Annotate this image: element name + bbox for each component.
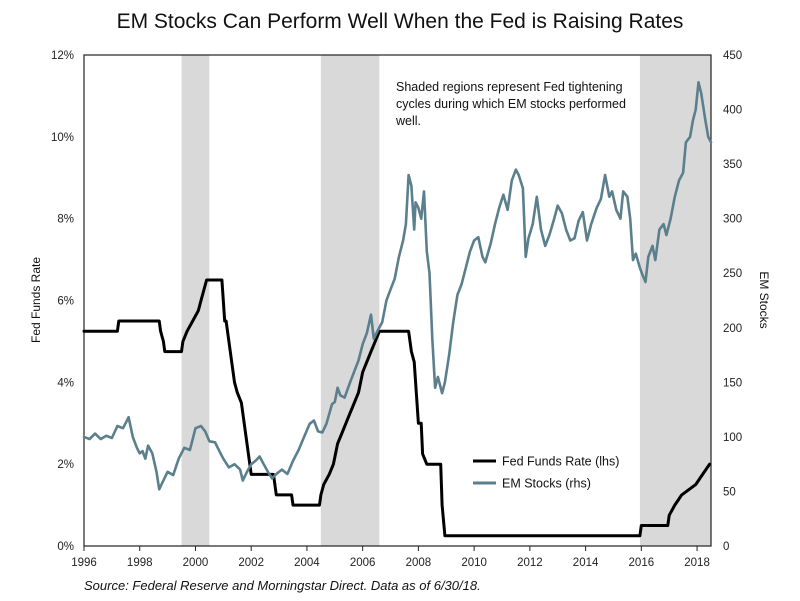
plot-frame [83, 54, 712, 547]
right-tick-label-300: 300 [723, 214, 742, 226]
left-tick-label-4: 4% [57, 377, 74, 389]
right-tick-label-350: 350 [723, 159, 742, 171]
series-lines [82, 81, 713, 538]
right-tick-label-0: 0 [723, 541, 729, 553]
x-tick-label-2002: 2002 [238, 557, 264, 569]
legend-label-1: Fed Funds Rate (lhs) [502, 455, 619, 469]
chart-title: EM Stocks Can Perform Well When the Fed … [117, 10, 684, 33]
left-tick-label-10: 10% [51, 132, 74, 144]
x-tick-label-2000: 2000 [183, 557, 209, 569]
x-axis-ticks: 1996 1998 2000 2002 2004 2006 2008 2010 2012 2014… [71, 546, 710, 569]
right-tick-label-200: 200 [723, 323, 742, 335]
x-tick-label-2004: 2004 [294, 557, 320, 569]
shaded-region-3 [639, 55, 711, 546]
x-tick-label-2006: 2006 [350, 557, 376, 569]
x-tick-label-2008: 2008 [406, 557, 432, 569]
right-tick-label-450: 450 [723, 50, 742, 62]
x-tick-label-2018: 2018 [684, 557, 710, 569]
annotation-line-3: well. [395, 114, 421, 128]
right-tick-label-150: 150 [723, 377, 742, 389]
left-tick-label-6: 6% [57, 296, 74, 308]
left-axis-ticks: 0% 2% 4% 6% 8% 10% 12% [51, 50, 74, 553]
series-line-em-stocks [82, 81, 713, 491]
x-tick-label-2010: 2010 [461, 557, 487, 569]
shaded-region-1 [181, 55, 210, 546]
left-tick-label-12: 12% [51, 50, 74, 62]
left-tick-label-0: 0% [57, 541, 74, 553]
annotation-line-1: Shaded regions represent Fed tightening [396, 80, 623, 94]
x-tick-label-2014: 2014 [573, 557, 599, 569]
shaded-regions [181, 55, 711, 546]
legend-label-2: EM Stocks (rhs) [502, 477, 591, 491]
left-tick-label-8: 8% [57, 214, 74, 226]
right-tick-label-100: 100 [723, 432, 742, 444]
x-tick-label-2012: 2012 [517, 557, 543, 569]
source-note: Source: Federal Reserve and Morningstar … [84, 578, 481, 593]
right-axis-label: EM Stocks [757, 271, 771, 328]
x-tick-label-2016: 2016 [629, 557, 655, 569]
annotation-line-2: cycles during which EM stocks performed [396, 97, 626, 111]
left-tick-label-2: 2% [57, 459, 74, 471]
right-tick-label-50: 50 [723, 486, 736, 498]
right-tick-label-250: 250 [723, 268, 742, 280]
right-axis-ticks: 0 50 100 150 200 250 300 350 400 450 [723, 50, 742, 553]
shaded-region-2 [320, 55, 380, 546]
right-tick-label-400: 400 [723, 105, 742, 117]
annotation: Shaded regions represent Fed tightening c… [395, 80, 626, 128]
left-axis-label: Fed Funds Rate [29, 257, 43, 343]
series-line-fed-funds-rate [82, 278, 712, 538]
x-tick-label-1998: 1998 [127, 557, 153, 569]
x-tick-label-1996: 1996 [71, 557, 97, 569]
legend: Fed Funds Rate (lhs) EM Stocks (rhs) [473, 455, 619, 491]
